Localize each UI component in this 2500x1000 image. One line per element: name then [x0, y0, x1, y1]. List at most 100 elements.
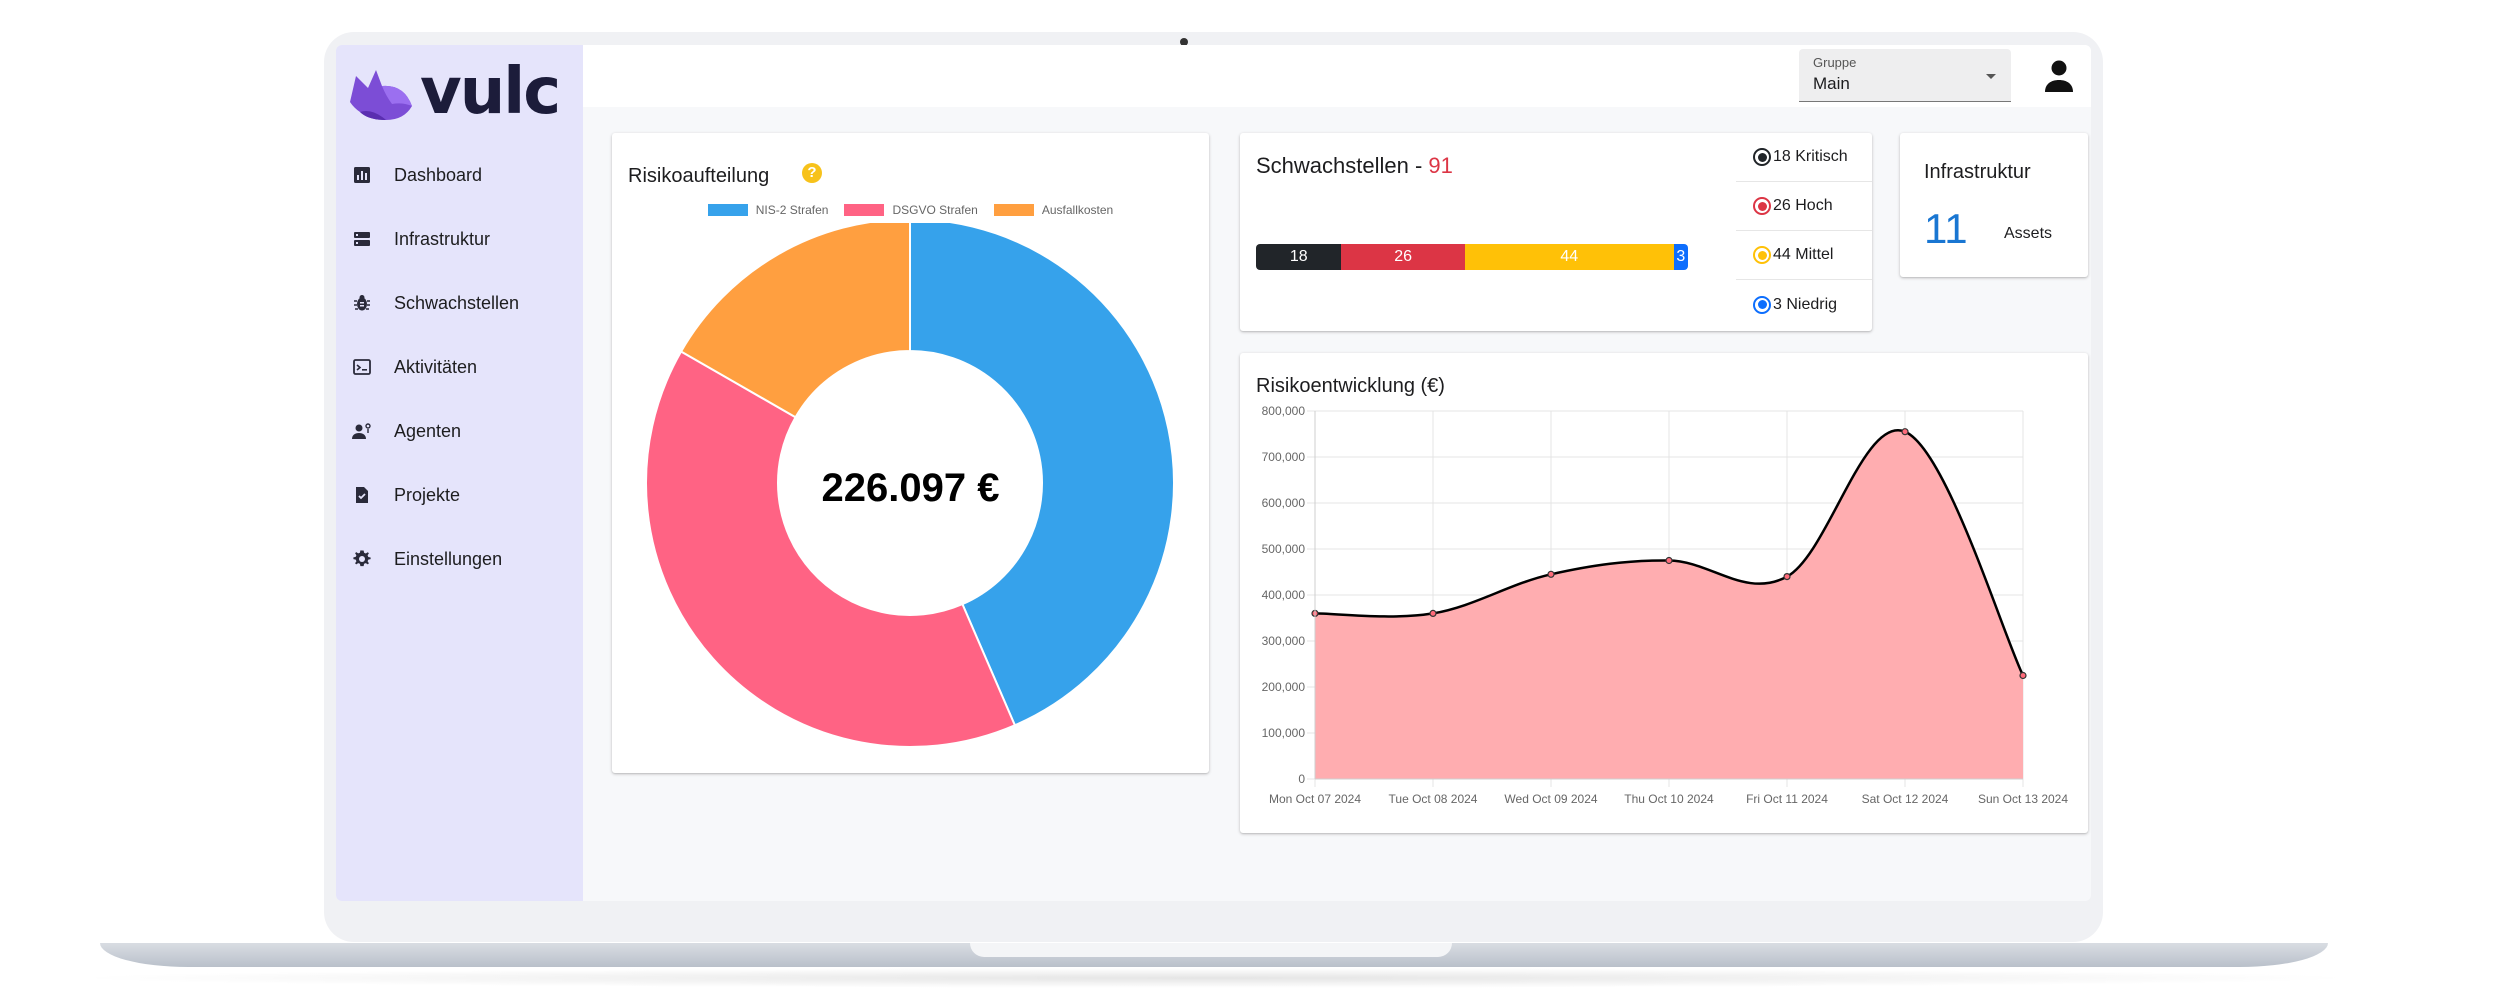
y-tick-label: 100,000	[1262, 726, 1306, 740]
radio-icon	[1753, 197, 1771, 215]
y-tick-label: 300,000	[1262, 634, 1306, 648]
server-icon	[352, 229, 372, 249]
risk-legend: NIS-2 Strafen DSGVO Strafen Ausfallkoste…	[612, 203, 1209, 217]
sidebar-item-agenten[interactable]: Agenten	[336, 409, 583, 453]
user-icon[interactable]	[2043, 59, 2075, 93]
vulnerabilities-title: Schwachstellen - 91	[1256, 153, 1453, 179]
x-tick-label: Wed Oct 09 2024	[1504, 792, 1597, 806]
x-tick-label: Mon Oct 07 2024	[1269, 792, 1361, 806]
sidebar-item-projekte[interactable]: Projekte	[336, 473, 583, 517]
vuln-level-medium[interactable]: 44 Mittel	[1736, 231, 1872, 280]
sidebar-item-label: Infrastruktur	[394, 228, 491, 249]
risk-trend-title: Risikoentwicklung (€)	[1256, 375, 1445, 397]
donut-slice	[909, 223, 1175, 727]
app-screen: vulc Dashboard Infrastruktur Schwachstel…	[336, 45, 2091, 901]
sidebar-item-dashboard[interactable]: Dashboard	[336, 153, 583, 197]
x-tick-label: Tue Oct 08 2024	[1389, 792, 1478, 806]
legend-entry[interactable]: NIS-2 Strafen	[707, 203, 829, 217]
y-tick-label: 800,000	[1262, 404, 1306, 418]
asset-unit: Assets	[2004, 225, 2053, 242]
infrastructure-card[interactable]: Infrastruktur 11 Assets	[1900, 133, 2088, 277]
risk-distribution-card: Risikoaufteilung ? NIS-2 Strafen DSGVO S…	[612, 133, 1209, 773]
y-tick-label: 700,000	[1262, 450, 1306, 464]
y-tick-label: 500,000	[1262, 542, 1306, 556]
risk-donut-chart	[645, 223, 1175, 748]
sidebar-item-aktivitaeten[interactable]: Aktivitäten	[336, 345, 583, 389]
agent-icon	[352, 421, 372, 441]
legend-entry[interactable]: Ausfallkosten	[993, 203, 1114, 217]
task-file-icon	[352, 485, 372, 505]
data-point	[1429, 609, 1437, 617]
legend-label: Ausfallkosten	[1041, 203, 1114, 217]
risk-trend-chart: 0 100,000 200,000 300,000 400,000 500,000 600,…	[1262, 404, 2069, 806]
sidebar: vulc Dashboard Infrastruktur Schwachstel…	[336, 45, 583, 901]
risk-distribution-title: Risikoaufteilung	[628, 165, 770, 187]
radio-icon	[1753, 148, 1771, 166]
risk-trend-card: 0 100,000 200,000 300,000 400,000 500,000 600,…	[1240, 353, 2088, 833]
vulnerabilities-legend: 18 Kritisch 26 Hoch 44 Mittel 3 Niedrig	[1736, 133, 1872, 331]
area-fill	[1315, 430, 2023, 779]
terminal-icon	[352, 357, 372, 377]
series-line	[1314, 428, 2025, 677]
vuln-bar-segment: 26	[1341, 244, 1465, 270]
sidebar-item-schwachstellen[interactable]: Schwachstellen	[336, 281, 583, 325]
group-select-label: Gruppe	[1813, 55, 1857, 70]
sidebar-item-label: Agenten	[394, 420, 462, 441]
vuln-level-label: 3 Niedrig	[1773, 295, 1838, 313]
data-point	[1783, 573, 1791, 581]
vulnerabilities-total: 91	[1428, 153, 1453, 178]
radio-icon	[1753, 246, 1771, 264]
sidebar-item-einstellungen[interactable]: Einstellungen	[336, 537, 583, 581]
vulnerabilities-title-label: Schwachstellen -	[1256, 153, 1429, 178]
group-select[interactable]: Gruppe Main	[1799, 49, 2011, 102]
legend-label: DSGVO Strafen	[892, 203, 978, 217]
data-point	[1547, 570, 1555, 578]
vuln-level-low[interactable]: 3 Niedrig	[1736, 280, 1872, 329]
vulnerabilities-bar: 18 26 44 3	[1256, 244, 1688, 270]
legend-entry[interactable]: DSGVO Strafen	[844, 203, 978, 217]
logo-text: vulc	[420, 55, 561, 129]
vuln-bar-segment: 3	[1673, 244, 1688, 270]
asset-count: 11	[1924, 205, 1968, 252]
vuln-bar-segment: 18	[1256, 244, 1342, 270]
wolf-logo-icon	[350, 70, 412, 120]
donut-slice	[679, 223, 911, 419]
group-select-value: Main	[1813, 74, 1850, 93]
x-tick-label: Sat Oct 12 2024	[1862, 792, 1949, 806]
vuln-level-label: 44 Mittel	[1773, 246, 1834, 263]
data-point	[1901, 428, 1909, 436]
x-tick-label: Fri Oct 11 2024	[1746, 792, 1828, 806]
vuln-level-label: 26 Hoch	[1773, 197, 1833, 214]
risk-total: 226.097 €	[821, 466, 1000, 510]
infrastructure-title: Infrastruktur	[1924, 161, 2031, 183]
sidebar-item-label: Aktivitäten	[394, 356, 478, 377]
donut-slice	[645, 350, 1017, 748]
sidebar-item-label: Dashboard	[394, 164, 483, 185]
laptop-shadow	[60, 968, 2370, 988]
gear-icon	[352, 549, 372, 569]
sidebar-item-infrastruktur[interactable]: Infrastruktur	[336, 217, 583, 261]
sidebar-item-label: Einstellungen	[394, 548, 503, 569]
vuln-level-critical[interactable]: 18 Kritisch	[1736, 133, 1872, 182]
topbar: Gruppe Main	[583, 45, 2091, 107]
sidebar-item-label: Projekte	[394, 484, 461, 505]
y-tick-label: 600,000	[1262, 496, 1306, 510]
bar-chart-icon	[352, 165, 372, 185]
data-point	[1665, 556, 1673, 565]
logo[interactable]: vulc	[346, 55, 561, 129]
vuln-level-high[interactable]: 26 Hoch	[1736, 182, 1872, 231]
laptop-notch	[970, 943, 1452, 957]
caret-down-icon	[1986, 74, 1996, 79]
help-icon[interactable]: ?	[802, 163, 822, 183]
x-tick-label: Sun Oct 13 2024	[1978, 792, 2068, 806]
data-point	[2019, 671, 2027, 680]
vuln-level-label: 18 Kritisch	[1773, 148, 1848, 165]
y-tick-label: 200,000	[1262, 680, 1306, 694]
bug-icon	[352, 293, 372, 313]
legend-label: NIS-2 Strafen	[755, 203, 829, 217]
vulnerabilities-card: Schwachstellen - 91 18 26 44 3 18 Kritisch …	[1240, 133, 1872, 331]
y-tick-label: 400,000	[1262, 588, 1306, 602]
vuln-bar-segment: 44	[1464, 244, 1674, 270]
camera-dot	[1180, 38, 1188, 46]
y-tick-label: 0	[1298, 772, 1305, 786]
